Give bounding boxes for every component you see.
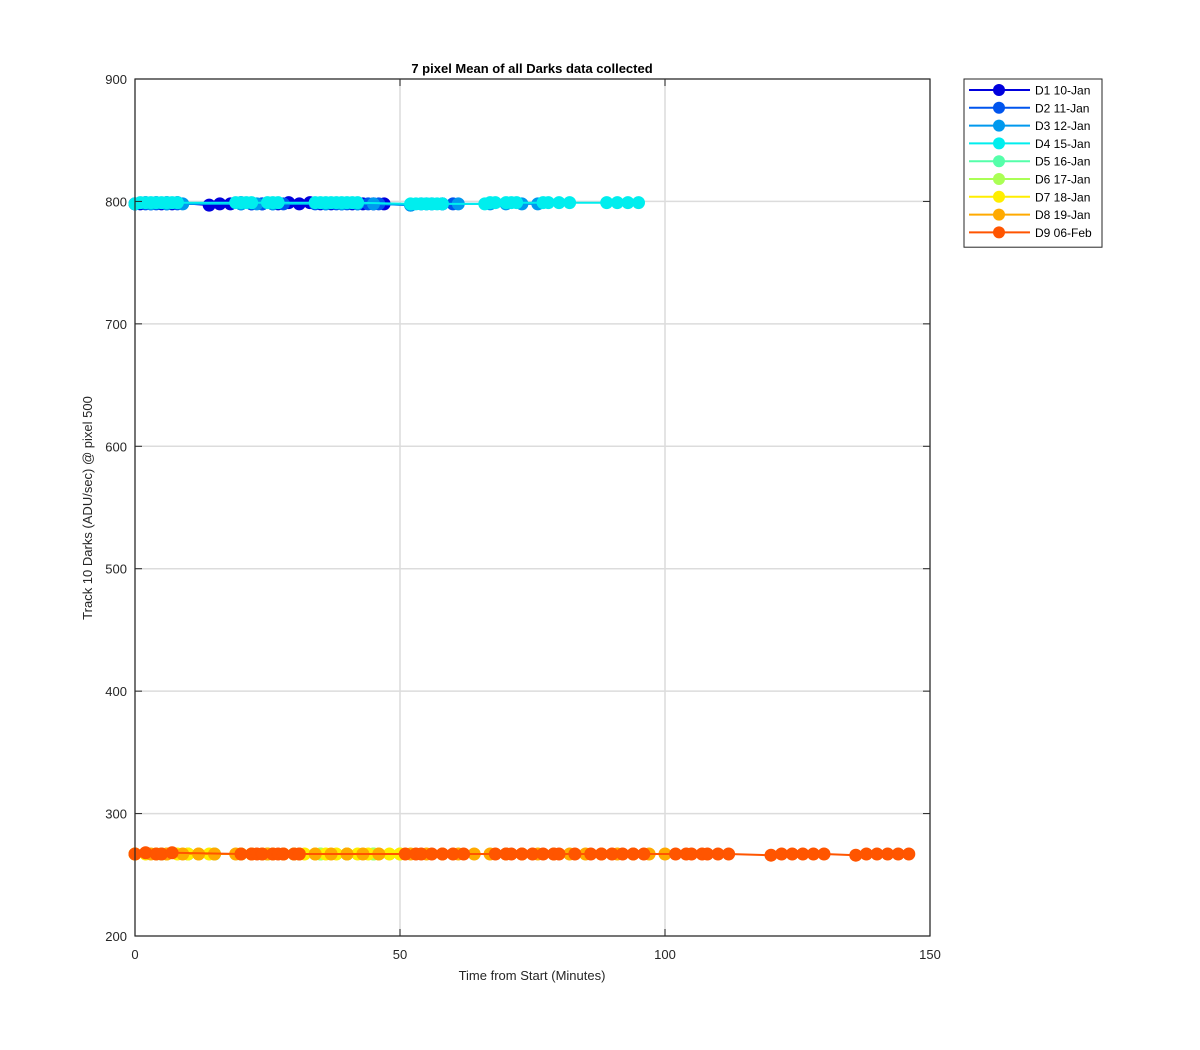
legend-marker <box>993 173 1005 185</box>
legend-entry: D3 12-Jan <box>969 119 1090 133</box>
data-point <box>245 196 259 210</box>
y-tick-label: 300 <box>105 807 127 822</box>
data-point <box>510 196 524 210</box>
legend-entry: D4 15-Jan <box>969 137 1090 151</box>
data-point <box>139 846 153 860</box>
legend-marker <box>993 101 1005 114</box>
data-point <box>637 847 651 861</box>
legend-label: D5 16-Jan <box>1035 155 1090 169</box>
data-point <box>155 847 168 861</box>
axes-box <box>134 78 931 937</box>
y-tick-label: 600 <box>105 439 127 454</box>
legend-entry: D2 11-Jan <box>969 101 1089 115</box>
y-tick-label: 400 <box>105 684 127 699</box>
legend-marker <box>993 155 1005 168</box>
x-tick-label: 150 <box>919 947 941 962</box>
data-point <box>722 847 736 861</box>
y-tick-label: 900 <box>105 72 127 87</box>
legend-label: D9 06-Feb <box>1035 226 1092 240</box>
legend-label: D2 11-Jan <box>1035 101 1089 115</box>
data-point <box>271 196 285 210</box>
legend-label: D3 12-Jan <box>1035 119 1090 133</box>
data-point <box>457 847 471 861</box>
data-point <box>351 196 365 210</box>
data-point <box>817 847 831 861</box>
y-axis-label: Track 10 Darks (ADU/sec) @ pixel 500 <box>80 396 95 620</box>
legend-marker <box>993 190 1005 203</box>
data-point <box>170 196 184 210</box>
data-point <box>764 848 778 862</box>
data-point <box>902 847 916 861</box>
data-point <box>165 846 179 860</box>
y-tick-label: 200 <box>105 929 127 944</box>
legend-marker <box>993 208 1005 221</box>
series-4 <box>128 196 645 211</box>
legend-entry: D9 06-Feb <box>969 226 1092 240</box>
legend-label: D8 19-Jan <box>1035 208 1090 222</box>
x-tick-label: 50 <box>393 947 407 962</box>
series-9 <box>128 846 916 862</box>
data-point <box>552 847 566 861</box>
chart-title: 7 pixel Mean of all Darks data collected <box>411 61 652 76</box>
legend-marker <box>993 226 1005 239</box>
legend-entry: D1 10-Jan <box>969 84 1090 98</box>
data-point <box>568 847 582 861</box>
legend-entry: D8 19-Jan <box>969 208 1090 222</box>
data-point <box>435 197 449 211</box>
legend-label: D7 18-Jan <box>1035 190 1090 204</box>
legend-label: D1 10-Jan <box>1035 84 1090 98</box>
axis-ticks: 0 50 100 150 200 300 400 500 600 700 800 900 <box>105 72 941 962</box>
y-tick-label: 800 <box>105 194 127 209</box>
legend-entry: D6 17-Jan <box>969 173 1090 187</box>
x-tick-label: 100 <box>654 947 676 962</box>
data-point <box>632 196 645 210</box>
x-tick-label: 0 <box>131 947 138 962</box>
y-tick-label: 500 <box>105 562 127 577</box>
legend-entry: D7 18-Jan <box>969 190 1090 204</box>
legend-marker <box>993 84 1005 96</box>
data-point <box>849 848 863 862</box>
legend-entry: D5 16-Jan <box>969 155 1090 169</box>
plot-series <box>128 196 916 862</box>
legend-marker <box>993 119 1005 132</box>
data-point <box>563 196 577 210</box>
legend-marker <box>993 137 1005 150</box>
legend-label: D4 15-Jan <box>1035 137 1090 151</box>
data-point <box>202 198 216 212</box>
y-tick-label: 700 <box>105 317 127 332</box>
x-axis-label: Time from Start (Minutes) <box>459 968 606 983</box>
legend: D1 10-Jan D2 11-Jan D3 12-Jan D4 15-Jan D5 1… <box>963 78 1103 248</box>
data-point <box>292 847 306 861</box>
legend-label: D6 17-Jan <box>1035 173 1090 187</box>
